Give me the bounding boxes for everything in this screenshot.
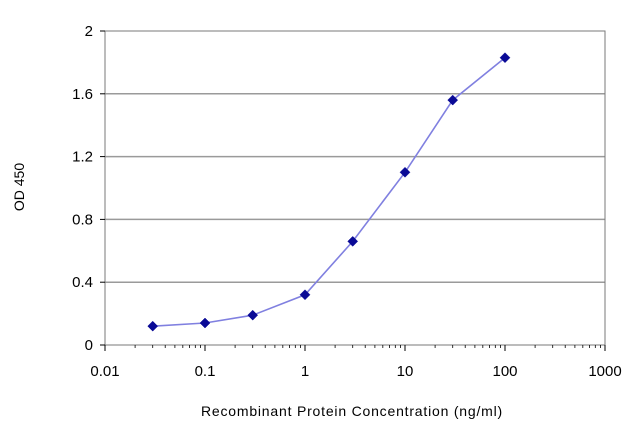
y-tick-label: 0 (85, 337, 93, 354)
data-point (447, 94, 459, 106)
grid-lines (105, 93, 605, 283)
y-tick-label: 0.4 (72, 274, 93, 291)
y-tick-label: 2 (85, 23, 93, 40)
data-point (299, 289, 311, 301)
x-axis-label: Recombinant Protein Concentration (ng/ml… (201, 403, 503, 419)
x-tick-label: 10 (397, 363, 414, 380)
x-tick-label: 0.1 (195, 363, 216, 380)
y-axis-label: OD 450 (11, 163, 27, 211)
x-axis: 0.01 0.1 1 10 100 1000 (90, 345, 622, 380)
y-axis: 0 0.4 0.8 1.2 1.6 2 (72, 23, 105, 354)
x-tick-label: 1000 (588, 363, 621, 380)
plot-area (104, 30, 606, 346)
data-point (499, 52, 511, 64)
y-tick-label: 1.2 (72, 149, 93, 166)
data-point (399, 166, 411, 178)
x-tick-label: 100 (492, 363, 517, 380)
x-tick-label: 0.01 (90, 363, 119, 380)
y-tick-label: 1.6 (72, 86, 93, 103)
data-point (199, 317, 211, 329)
x-tick-label: 1 (301, 363, 309, 380)
series-line (152, 57, 506, 327)
y-tick-label: 0.8 (72, 211, 93, 228)
data-point (247, 309, 259, 321)
data-point (147, 320, 159, 332)
data-point (347, 236, 359, 247)
data-series (147, 52, 511, 332)
